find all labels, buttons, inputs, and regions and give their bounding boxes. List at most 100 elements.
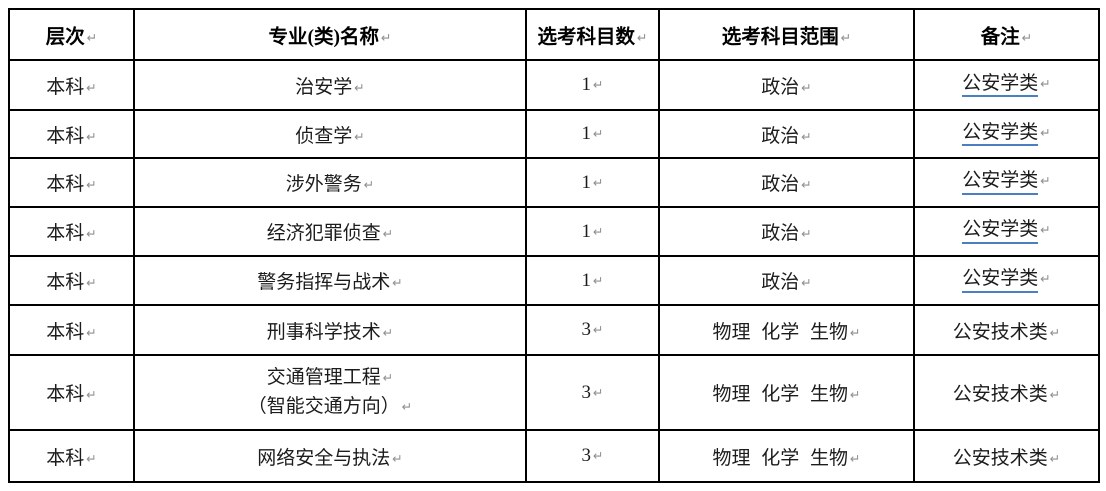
note-link[interactable]: 公安学类 xyxy=(962,122,1039,147)
cell-subject-count: 1 ↵ xyxy=(525,255,660,306)
paragraph-mark-icon: ↵ xyxy=(354,128,365,144)
cell-major: 治安学 ↵ xyxy=(133,59,527,111)
paragraph-mark-icon: ↵ xyxy=(593,223,604,239)
cell-note: 公安学类 ↵ xyxy=(913,157,1100,208)
paragraph-mark-icon: ↵ xyxy=(1040,75,1051,91)
paragraph-mark-icon: ↵ xyxy=(1040,222,1051,238)
paragraph-mark-icon: ↵ xyxy=(801,79,812,95)
cell-major: 涉外警务 ↵ xyxy=(133,157,527,208)
paragraph-mark-icon: ↵ xyxy=(401,399,413,414)
table-row: 本科 ↵ 网络安全与执法 ↵ 3 ↵ 物理 化学 生物 ↵ 公安技术类 ↵ xyxy=(8,429,1100,483)
cell-major: 刑事科学技术 ↵ xyxy=(133,304,527,356)
note-text: 公安技术类 xyxy=(952,321,1048,343)
note-link[interactable]: 公安学类 xyxy=(962,219,1039,244)
paragraph-mark-icon: ↵ xyxy=(1021,30,1033,45)
cell-major: 警务指挥与战术 ↵ xyxy=(133,255,527,306)
subject-range-text: 政治 xyxy=(761,76,800,98)
paragraph-mark-icon: ↵ xyxy=(1040,271,1051,287)
subject-range-text: 政治 xyxy=(761,272,800,293)
level-text: 本科 xyxy=(46,223,85,244)
paragraph-mark-icon: ↵ xyxy=(850,387,861,402)
note-link[interactable]: 公安学类 xyxy=(962,170,1039,195)
subject-range-text: 政治 xyxy=(761,174,800,195)
subject-count-text: 3 xyxy=(581,319,592,340)
note-text: 公安技术类 xyxy=(952,447,1048,469)
paragraph-mark-icon: ↵ xyxy=(86,79,97,95)
cell-subject-range: 政治 ↵ xyxy=(658,157,915,208)
header-level: 层次 ↵ xyxy=(8,8,135,61)
table-row: 本科 ↵ 经济犯罪侦查 ↵ 1 ↵ 政治 ↵ 公安学类 ↵ xyxy=(8,206,1100,257)
note-link[interactable]: 公安学类 xyxy=(962,73,1039,98)
header-row: 层次 ↵ 专业(类)名称 ↵ 选考科目数 ↵ 选考科目范围 ↵ 备注 ↵ xyxy=(8,8,1100,61)
subject-range-text: 物理 化学 生物 xyxy=(712,447,849,469)
paragraph-mark-icon: ↵ xyxy=(1040,173,1051,189)
cell-note: 公安学类 ↵ xyxy=(913,109,1100,159)
paragraph-mark-icon: ↵ xyxy=(381,30,392,45)
paragraph-mark-icon: ↵ xyxy=(801,177,812,192)
cell-level: 本科 ↵ xyxy=(8,255,135,306)
cell-major: 网络安全与执法 ↵ xyxy=(133,429,527,483)
cell-subject-count: 1 ↵ xyxy=(525,59,660,111)
paragraph-mark-icon: ↵ xyxy=(593,272,604,288)
note-link[interactable]: 公安学类 xyxy=(962,268,1039,293)
subject-count-text: 1 xyxy=(581,171,592,193)
paragraph-mark-icon: ↵ xyxy=(354,79,365,95)
cell-subject-count: 1 ↵ xyxy=(525,206,660,257)
subject-range-text: 政治 xyxy=(761,223,800,244)
subject-count-text: 1 xyxy=(581,269,592,291)
paragraph-mark-icon: ↵ xyxy=(593,322,604,337)
header-note: 备注 ↵ xyxy=(913,8,1100,61)
cell-level: 本科 ↵ xyxy=(8,206,135,257)
paragraph-mark-icon: ↵ xyxy=(86,30,98,45)
table-row: 本科 ↵ 侦查学 ↵ 1 ↵ 政治 ↵ 公安学类 ↵ xyxy=(8,109,1100,159)
subject-count-text: 1 xyxy=(581,123,592,144)
major-line-1: 交通管理工程 ↵ xyxy=(267,368,394,388)
header-subject-range: 选考科目范围 ↵ xyxy=(658,8,915,61)
cell-major: 经济犯罪侦查 ↵ xyxy=(133,206,527,257)
cell-subject-range: 政治 ↵ xyxy=(658,59,915,111)
paragraph-mark-icon: ↵ xyxy=(382,324,394,340)
paragraph-mark-icon: ↵ xyxy=(593,77,604,92)
cell-level: 本科 ↵ xyxy=(8,354,135,431)
paragraph-mark-icon: ↵ xyxy=(363,177,375,192)
major-line-2: （智能交通方向） ↵ xyxy=(248,397,413,417)
subject-count-text: 3 xyxy=(581,445,592,466)
major-text: 网络安全与执法 xyxy=(257,447,391,469)
paragraph-mark-icon: ↵ xyxy=(840,30,852,45)
paragraph-mark-icon: ↵ xyxy=(382,226,394,241)
header-subject-count: 选考科目数 ↵ xyxy=(525,8,660,61)
paragraph-mark-icon: ↵ xyxy=(593,126,604,141)
subject-range-text: 政治 xyxy=(761,125,800,147)
paragraph-mark-icon: ↵ xyxy=(86,226,97,241)
cell-note: 公安技术类 ↵ xyxy=(913,354,1100,431)
note-text: 公安技术类 xyxy=(952,384,1048,405)
paragraph-mark-icon: ↵ xyxy=(801,275,812,290)
cell-subject-range: 政治 ↵ xyxy=(658,255,915,306)
paragraph-mark-icon: ↵ xyxy=(593,174,604,190)
cell-subject-count: 3 ↵ xyxy=(525,354,660,431)
cell-level: 本科 ↵ xyxy=(8,304,135,356)
cell-subject-range: 政治 ↵ xyxy=(658,109,915,159)
paragraph-mark-icon: ↵ xyxy=(637,30,648,45)
subject-count-text: 3 xyxy=(581,381,592,403)
table-row: 本科 ↵ 涉外警务 ↵ 1 ↵ 政治 ↵ 公安学类 ↵ xyxy=(8,157,1100,208)
paragraph-mark-icon: ↵ xyxy=(86,177,97,192)
header-subject-count-label: 选考科目数 xyxy=(537,27,636,48)
subject-range-text: 物理 化学 生物 xyxy=(712,321,849,343)
level-text: 本科 xyxy=(46,76,85,98)
paragraph-mark-icon: ↵ xyxy=(382,370,394,386)
header-level-label: 层次 xyxy=(45,27,85,48)
major-text: 涉外警务 xyxy=(285,174,362,195)
level-text: 本科 xyxy=(46,384,85,405)
level-text: 本科 xyxy=(46,125,85,147)
major-text: 侦查学 xyxy=(295,125,353,147)
level-text: 本科 xyxy=(46,321,85,343)
cell-major: 交通管理工程 ↵ （智能交通方向） ↵ xyxy=(133,354,527,431)
cell-subject-count: 3 ↵ xyxy=(525,429,660,483)
header-major-name: 专业(类)名称 ↵ xyxy=(133,8,527,61)
paragraph-mark-icon: ↵ xyxy=(1049,387,1061,402)
cell-subject-count: 3 ↵ xyxy=(525,304,660,356)
cell-level: 本科 ↵ xyxy=(8,157,135,208)
header-major-name-label: 专业(类)名称 xyxy=(268,27,380,48)
paragraph-mark-icon: ↵ xyxy=(850,324,861,340)
